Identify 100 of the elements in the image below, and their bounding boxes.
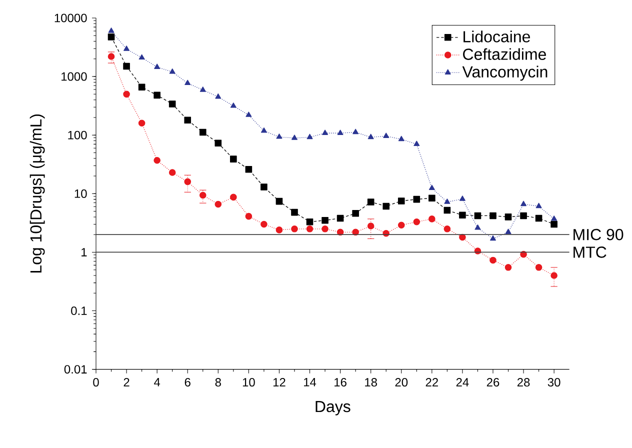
point [260, 220, 268, 228]
x-tick-label: 0 [93, 378, 99, 387]
point [276, 226, 283, 234]
x-tick-label: 24 [456, 378, 469, 386]
x-tick-label: 2 [124, 378, 130, 386]
x-axis-title: Days [316, 401, 350, 416]
x-tick-label: 16 [334, 378, 346, 387]
point [459, 212, 466, 219]
point [245, 166, 252, 173]
x-tick-label: 20 [395, 378, 408, 387]
point [230, 102, 236, 108]
point [215, 93, 222, 99]
legend-label: Ceftazidime [463, 48, 546, 60]
legend-label: Vancomycin [462, 66, 548, 81]
point [520, 212, 527, 220]
point [413, 218, 420, 226]
point [291, 226, 298, 232]
point [474, 224, 481, 230]
x-tick-label: 10 [242, 378, 255, 387]
x-tick-label: 4 [154, 378, 160, 386]
point [200, 86, 206, 92]
point [367, 198, 374, 206]
point [322, 130, 328, 136]
point [504, 214, 512, 220]
point [184, 80, 191, 86]
point [398, 222, 405, 229]
point [154, 156, 160, 164]
y-tick-label: 10000 [54, 14, 87, 22]
point [536, 202, 542, 208]
point [168, 169, 176, 176]
point [306, 134, 313, 140]
point [306, 218, 314, 226]
point [337, 130, 344, 136]
point [124, 46, 130, 51]
point [383, 132, 390, 138]
y-tick-label: 1 [82, 248, 87, 256]
point [382, 202, 390, 210]
point [184, 178, 192, 186]
point [444, 226, 451, 232]
x-tick-label: 14 [304, 378, 316, 386]
point [138, 54, 145, 60]
point [184, 116, 192, 124]
point [459, 196, 466, 201]
point [368, 134, 374, 140]
point [214, 200, 222, 208]
y-axis-title: Log 10[Drugs] (μg/mL) [30, 114, 45, 273]
x-tick-label: 12 [273, 378, 286, 386]
point [154, 92, 160, 99]
point [246, 112, 252, 117]
point [414, 140, 420, 146]
x-tick-label: 26 [486, 378, 500, 387]
point [444, 206, 451, 214]
point [428, 216, 436, 222]
point [230, 156, 237, 162]
legend-label: Lidocaine [464, 30, 530, 42]
point [490, 235, 496, 241]
point [276, 134, 282, 139]
x-tick-label: 8 [215, 378, 221, 387]
point [490, 256, 496, 264]
point [474, 212, 482, 220]
point [168, 100, 176, 108]
point [550, 272, 558, 279]
point [352, 210, 359, 217]
point [413, 196, 420, 203]
point [551, 216, 558, 221]
ref-line-label: MIC 90 [574, 228, 624, 240]
point [322, 226, 328, 232]
point [169, 68, 176, 74]
y-tick-label: 1000 [62, 72, 87, 81]
y-tick-label: 10 [74, 189, 87, 198]
point [550, 220, 558, 228]
point [260, 127, 267, 133]
y-tick-label: 0.01 [64, 365, 87, 374]
point [138, 120, 146, 127]
point [504, 264, 512, 271]
point [535, 264, 542, 271]
ref-line-label: MTC [574, 246, 606, 258]
point [398, 198, 405, 204]
point [336, 214, 344, 222]
x-tick-label: 18 [365, 378, 377, 387]
point [108, 28, 114, 33]
x-tick-label: 30 [548, 378, 560, 387]
point [352, 128, 359, 134]
x-tick-label: 28 [517, 378, 530, 387]
x-tick-label: 22 [426, 378, 438, 386]
point [367, 222, 374, 230]
point [292, 134, 298, 140]
point [123, 90, 130, 98]
y-tick-label: 0.1 [71, 306, 87, 316]
point [154, 64, 160, 69]
point [428, 184, 435, 190]
point [138, 84, 146, 91]
x-tick-label: 6 [184, 378, 190, 387]
point [428, 194, 436, 202]
point [520, 200, 527, 206]
point [276, 198, 283, 205]
point [291, 208, 298, 216]
y-tick-label: 100 [68, 130, 87, 140]
point [108, 34, 115, 40]
point [444, 198, 450, 204]
